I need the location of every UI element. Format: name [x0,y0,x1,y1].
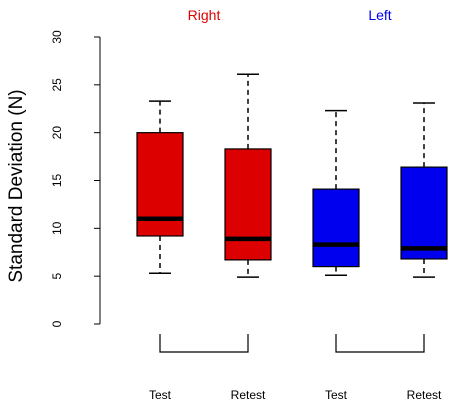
y-tick-label: 5 [50,273,64,280]
y-tick-label: 0 [50,320,64,327]
group-label-right: Right [188,7,221,23]
group-label-left: Left [368,7,391,23]
group-bracket [159,334,249,353]
group-bracket [335,334,425,353]
box-left-retest [400,102,448,278]
x-category-label: Test [149,388,172,402]
y-axis: 0 5 10 15 20 25 30 [50,30,101,327]
y-tick-label: 15 [50,174,64,188]
x-category-label: Retest [231,388,266,402]
y-tick-label: 10 [50,221,64,235]
box-left-test [312,109,360,276]
box-right-retest [224,73,272,278]
box-right-test [136,100,184,275]
x-category-label: Retest [407,388,442,402]
y-tick-label: 30 [50,30,64,44]
box-layer [136,73,448,278]
iqr-box [224,148,272,261]
iqr-box [400,166,448,260]
x-category-label: Test [325,388,348,402]
label-layer: Test Retest Right Test Retest Left [149,7,442,402]
y-tick-label: 25 [50,78,64,92]
y-axis-title: Standard Deviation (N) [6,89,27,282]
iqr-box [312,188,360,268]
y-tick-label: 20 [50,126,64,140]
